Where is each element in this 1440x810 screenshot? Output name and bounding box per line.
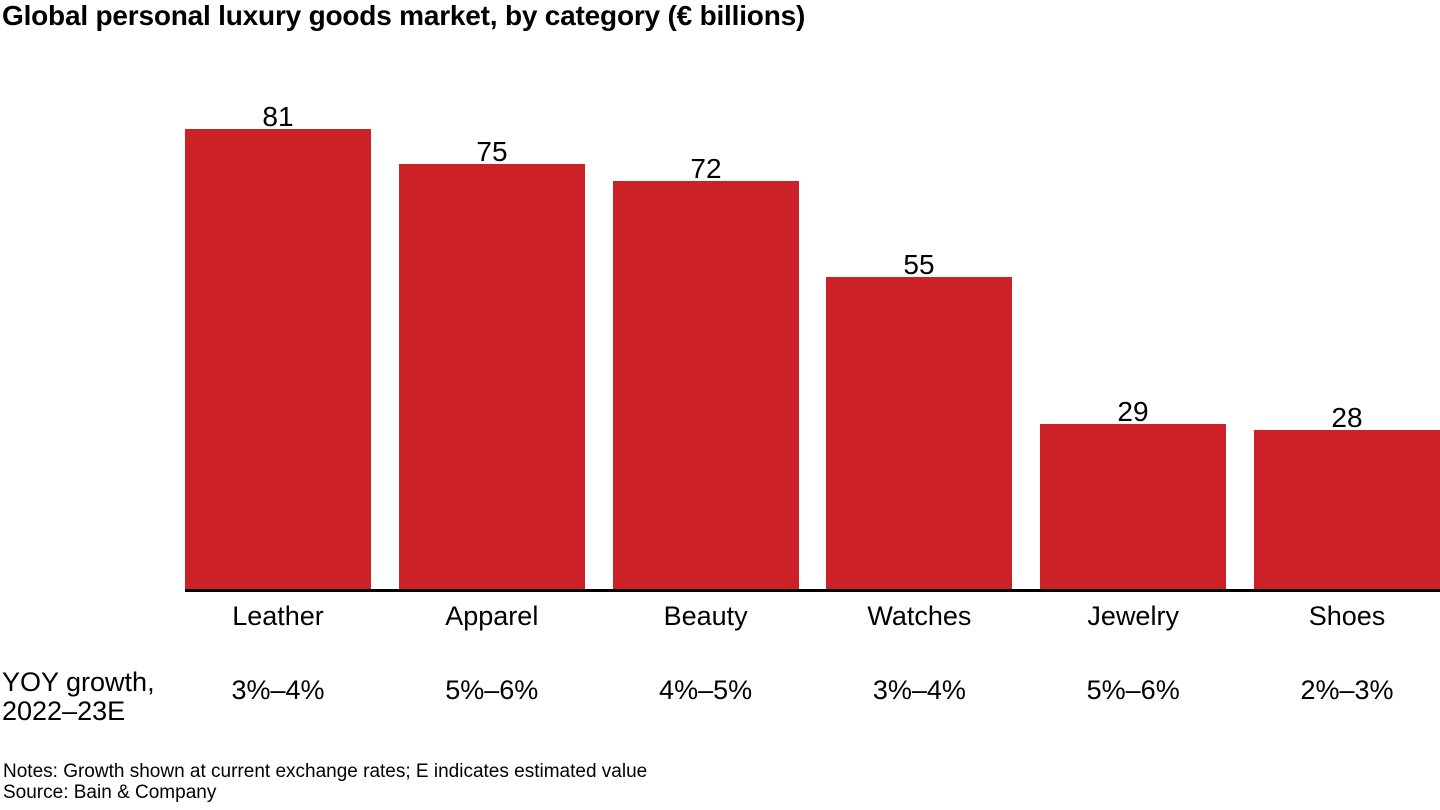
yoy-growth-row-label-line1: YOY growth, <box>2 667 155 697</box>
bar-value-label: 75 <box>476 136 508 167</box>
category-label: Leather <box>232 601 324 631</box>
growth-value: 3%–4% <box>872 675 966 705</box>
growth-value: 4%–5% <box>659 675 753 705</box>
yoy-growth-row-label: YOY growth, 2022–23E <box>2 668 155 726</box>
bar-jewelry <box>1040 424 1226 589</box>
bar-apparel <box>399 164 585 589</box>
plot-area: 81 75 72 55 29 28 <box>185 0 1440 589</box>
bar-value-label: 55 <box>903 249 935 280</box>
bar-value-label: 29 <box>1117 396 1149 427</box>
category-labels-row: Leather Apparel Beauty Watches Jewelry Shoes <box>185 601 1440 631</box>
category-label: Shoes <box>1308 601 1386 631</box>
bar-shoes <box>1254 430 1440 589</box>
bar-beauty <box>613 181 799 589</box>
growth-value: 5%–6% <box>1086 675 1180 705</box>
growth-value: 3%–4% <box>231 675 325 705</box>
growth-value: 2%–3% <box>1300 675 1394 705</box>
category-label: Watches <box>867 601 972 631</box>
category-label: Jewelry <box>1087 601 1179 631</box>
growth-value: 5%–6% <box>445 675 539 705</box>
bar-leather <box>185 129 371 589</box>
bar-value-label: 28 <box>1331 402 1363 433</box>
bar-value-label: 72 <box>690 153 722 184</box>
source-text: Source: Bain & Company <box>3 782 217 803</box>
x-axis-line <box>185 589 1440 592</box>
category-label: Apparel <box>445 601 539 631</box>
yoy-growth-row-label-line2: 2022–23E <box>2 696 126 726</box>
notes-text: Notes: Growth shown at current exchange … <box>3 761 648 782</box>
growth-values-row: 3%–4% 5%–6% 4%–5% 3%–4% 5%–6% 2%–3% <box>185 675 1440 705</box>
chart-title: Global personal luxury goods market, by … <box>2 0 806 31</box>
bar-value-label: 81 <box>262 101 294 132</box>
category-label: Beauty <box>663 601 748 631</box>
bar-watches <box>826 277 1012 589</box>
